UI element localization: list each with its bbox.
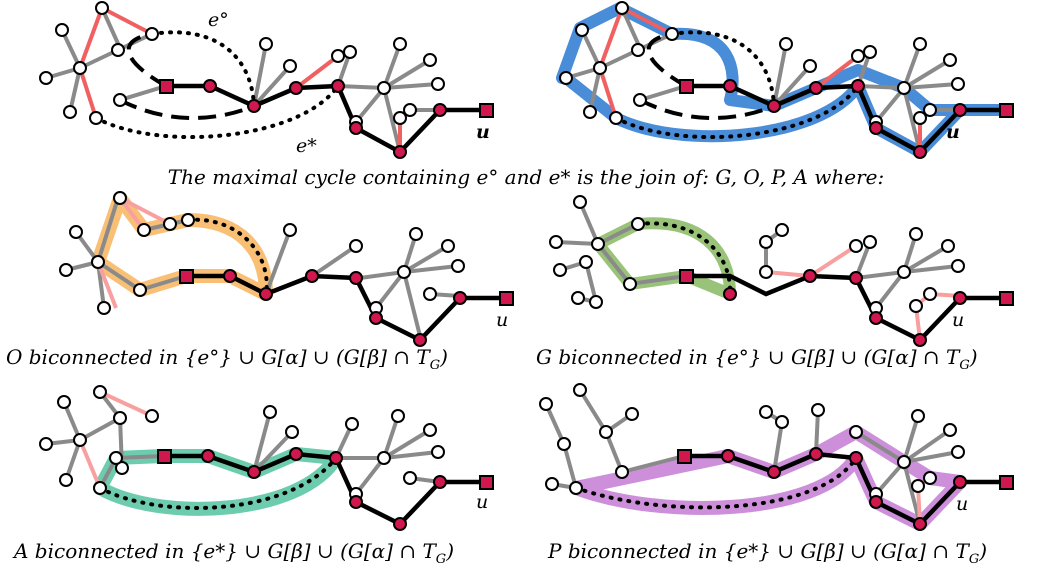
dashed-edge [119,98,255,120]
red-nodes [679,269,1014,347]
panel-top-right: u [556,1,1014,159]
u-label: u [476,121,490,143]
e-star-edge [98,456,338,510]
e-star-label: e* [296,135,317,157]
tree-edges [555,201,959,310]
tree-edges [45,7,440,153]
tree-edges [544,388,959,525]
e-circ-edge [186,217,269,296]
red-edges [78,390,153,489]
caption-P: P biconnected in {e*} ∪ G[β] ∪ (G[α] ∩ T… [547,539,987,567]
u-label: u [956,493,968,515]
tree-edges [565,7,960,153]
white-nodes [559,1,965,129]
panel-top-left: e° e* u [39,1,494,159]
e-star-edge [574,456,858,510]
u-label: u [476,491,488,513]
e-circ-edge [150,30,256,108]
svg-text:O biconnected in {e°} ∪ G[α]: O biconnected in {e°} ∪ G[α] ∪ (G[β] ∩ T… [6,345,448,373]
u-label: u [946,121,960,143]
e-star-edge [614,84,860,139]
u-label: u [496,309,508,331]
panel-G: u [549,195,1014,347]
red-nodes [677,447,1014,531]
dashed-edge [639,98,775,120]
white-nodes [59,191,465,315]
tree-edges [45,390,441,496]
red-nodes [157,447,494,531]
caption-top: The maximal cycle containing e° and e* i… [168,165,884,189]
red-nodes [159,79,494,159]
e-circ-edge [670,30,776,108]
dashed-edge [126,32,167,88]
white-nodes [39,1,445,129]
dashed-edge [646,32,687,88]
black-path [166,83,486,155]
u-label: u [952,309,964,331]
panel-A: u [39,385,494,531]
panel-P: u [539,383,1014,531]
white-nodes [39,385,445,501]
svg-text:P biconnected in {e*} ∪ G[β]: P biconnected in {e*} ∪ G[β] ∪ (G[α] ∩ T… [547,539,987,567]
caption-O: O biconnected in {e°} ∪ G[α] ∪ (G[β] ∩ T… [6,345,448,373]
panel-O: u [59,191,514,347]
e-circ-edge [636,221,733,296]
red-nodes [179,269,514,347]
e-star-edge [94,84,340,139]
e-circ-label: e° [208,9,229,31]
red-nodes [679,79,1014,159]
caption-G: G biconnected in {e°} ∪ G[β] ∪ (G[α] ∩ T… [536,345,978,373]
P-cycle-highlight [569,425,967,531]
white-nodes [549,195,965,315]
svg-text:G biconnected in {e°} ∪ G[β]: G biconnected in {e°} ∪ G[β] ∪ (G[α] ∩ T… [536,345,978,373]
svg-text:A biconnected in {e*} ∪ G[β]: A biconnected in {e*} ∪ G[β] ∪ (G[α] ∩ T… [12,539,454,567]
caption-A: A biconnected in {e*} ∪ G[β] ∪ (G[α] ∩ T… [12,539,454,567]
